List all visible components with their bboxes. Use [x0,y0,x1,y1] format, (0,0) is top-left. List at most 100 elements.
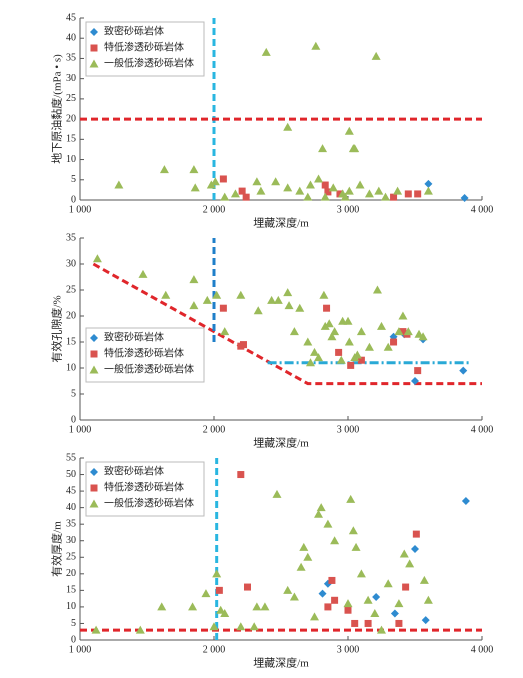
point [289,327,299,336]
point [212,290,222,299]
point [272,489,282,498]
point [92,254,102,263]
point [324,319,334,328]
point [414,190,422,198]
y-tick-label: 20 [66,568,76,579]
point [327,332,337,341]
chart-panel: 0 5 10 15 20 25 30 35 40 45 1 000 2 000 3 000 4 000 埋藏… [50,12,494,229]
legend-marker [90,44,98,52]
point [261,47,271,56]
point [344,186,354,195]
y-tick-label: 35 [66,53,76,64]
point [271,177,281,186]
point [460,193,469,202]
point [189,301,199,310]
legend-label: 特低渗透砂砾岩体 [104,480,184,493]
point [364,342,374,351]
point [318,144,328,153]
y-axis-label: 有效厚度/m [50,521,64,577]
legend-label: 致密砂砾岩体 [104,330,164,343]
point [237,471,245,479]
legend-box [85,327,205,383]
point [390,193,398,201]
point [423,186,433,195]
point [320,192,330,201]
point [398,311,408,320]
point [320,321,330,330]
point [283,585,293,594]
point [330,536,340,545]
y-tick-label: 30 [66,73,76,84]
point [220,327,230,336]
y-axis-label: 地下原油黏度/(mPa • s) [50,54,64,164]
point [159,165,169,174]
point [230,189,240,198]
point [202,295,212,304]
point [249,622,259,631]
point [252,602,262,611]
legend-label: 致密砂砾岩体 [104,464,164,477]
point [157,602,167,611]
point [237,342,245,350]
point [314,174,324,183]
y-tick-label: 5 [71,174,76,185]
point [348,526,358,535]
point [330,327,340,336]
chart-panel: 0 5 10 15 20 25 30 35 40 45 50 55 1 000 2 000 3 000 4 0… [50,452,494,669]
point [219,175,227,183]
point [242,193,250,201]
y-tick-label: 30 [66,258,76,269]
point [323,304,331,312]
y-tick-label: 15 [66,336,76,347]
point [412,530,420,538]
legend-label: 一般低渗透砂砾岩体 [104,496,194,509]
point [138,269,148,278]
x-tick-label: 1 000 [69,644,92,655]
x-tick-label: 2 000 [203,204,226,215]
point [216,605,226,614]
point [252,177,262,186]
y-tick-label: 40 [66,33,76,44]
x-axis-label: 埋藏深度/m [253,656,309,670]
legend-label: 一般低渗透砂砾岩体 [104,56,194,69]
point [114,180,124,189]
point [305,358,315,367]
point [284,301,294,310]
point [351,542,361,551]
legend-marker [89,365,99,374]
point [390,609,399,618]
point [324,188,332,196]
point [215,586,223,594]
legend-box [85,21,205,77]
x-tick-label: 2 000 [203,424,226,435]
y-tick-label: 10 [66,154,76,165]
legend-marker [90,468,98,476]
y-tick-label: 20 [66,113,76,124]
point [383,342,393,351]
point [346,494,356,503]
point [399,549,409,558]
y-tick-label: 0 [71,414,76,425]
x-tick-label: 1 000 [69,424,92,435]
point [357,356,365,364]
point [273,295,283,304]
point [411,377,419,385]
point [351,619,359,627]
point [372,592,381,601]
y-tick-label: 40 [66,502,76,513]
point [314,353,324,362]
point [299,542,309,551]
point [350,144,360,153]
point [374,186,384,195]
point [364,619,372,627]
point [314,509,324,518]
point [310,612,319,621]
point [402,583,410,591]
point [370,609,380,618]
point [220,192,230,201]
y-tick-label: 35 [66,232,76,243]
y-tick-label: 5 [71,388,76,399]
y-tick-label: 45 [66,12,76,23]
point [355,180,365,189]
legend-marker [90,484,98,492]
